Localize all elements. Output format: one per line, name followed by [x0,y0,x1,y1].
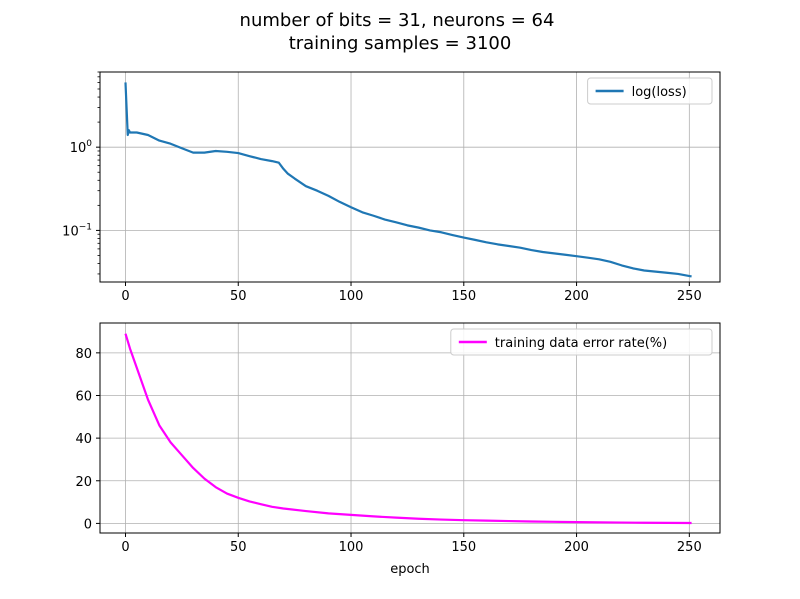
error-legend-box [450,328,713,356]
error-y-tick-label: 60 [75,389,92,404]
loss-axes-frame [99,71,721,283]
loss-plot: 0 50 100 150 200 250 100 10−1 log(loss) [62,71,721,304]
error-x-tick-label: 100 [339,540,364,555]
loss-legend-box [587,77,713,105]
error-x-tick-label: 200 [564,540,589,555]
loss-x-tick-label: 0 [121,289,129,304]
error-legend-label: training data error rate(%) [495,336,667,351]
figure-title-line1: number of bits = 31, neurons = 64 [240,10,555,31]
error-y-tick-label: 40 [75,432,92,447]
error-x-tick-label: 250 [677,540,702,555]
loss-y-tick-label: 100 [70,139,93,156]
loss-series-line [124,82,692,278]
error-legend: training data error rate(%) [450,328,713,356]
error-x-tick-label: 0 [121,540,129,555]
loss-x-tick-label: 250 [677,289,702,304]
error-series-line [124,333,692,525]
loss-x-tick-label: 200 [564,289,589,304]
error-x-tick-label: 50 [230,540,247,555]
loss-y-tick-label: 10−1 [62,222,92,239]
loss-x-tick-label: 150 [451,289,476,304]
loss-x-tick-label: 100 [339,289,364,304]
loss-x-tick-label: 50 [230,289,247,304]
error-x-axis-label: epoch [390,562,430,577]
error-y-tick-label: 80 [75,347,92,362]
loss-legend: log(loss) [587,77,713,105]
error-axes-frame [99,322,721,534]
error-rate-plot: 0 50 100 150 200 250 0 20 40 60 80 epoch training da… [75,322,721,577]
figure-title-line2: training samples = 3100 [289,33,512,54]
error-x-tick-label: 150 [451,540,476,555]
loss-legend-label: log(loss) [632,85,687,100]
error-y-tick-label: 20 [75,475,92,490]
error-y-tick-label: 0 [84,517,92,532]
